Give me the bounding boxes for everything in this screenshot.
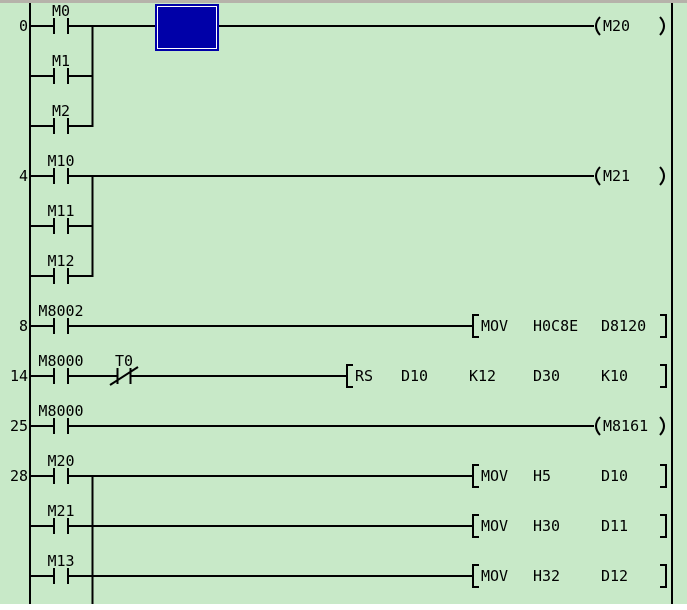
instruction-operand: D10 <box>601 467 628 485</box>
coil-close-paren <box>659 166 665 186</box>
coil-label: M21 <box>603 167 630 185</box>
step-number: 14 <box>10 367 28 385</box>
instruction-open-bracket <box>346 364 353 388</box>
instruction-close-bracket <box>660 314 667 338</box>
no-contact-m8000[interactable]: M8000 <box>38 352 84 384</box>
instruction-close-bracket <box>660 364 667 388</box>
instruction-mov-d8120[interactable]: MOV H0C8E D8120 <box>472 314 667 338</box>
step-number: 28 <box>10 467 28 485</box>
instruction-operand: H5 <box>533 467 551 485</box>
rung-4: 4 M10 M11 M12 M21 <box>19 152 665 284</box>
no-contact-m0[interactable]: M0 <box>52 2 70 34</box>
contact-label: M2 <box>52 102 70 120</box>
contact-label: M8000 <box>38 402 83 420</box>
contact-label: M12 <box>47 252 74 270</box>
instruction-open-bracket <box>472 464 479 488</box>
instruction-operand: H30 <box>533 517 560 535</box>
instruction-operand: D11 <box>601 517 628 535</box>
coil-m20[interactable]: M20 <box>595 16 665 36</box>
step-number: 0 <box>19 17 28 35</box>
instruction-operand: H32 <box>533 567 560 585</box>
no-contact-m21[interactable]: M21 <box>47 502 75 534</box>
no-contact-m2[interactable]: M2 <box>52 102 70 134</box>
no-contact-m8002[interactable]: M8002 <box>38 302 84 334</box>
contact-label: M1 <box>52 52 70 70</box>
rung-28: 28 M20 MOV H5 D10 M21 MOV H30 D11 <box>10 452 667 604</box>
instruction-close-bracket <box>660 464 667 488</box>
coil-close-paren <box>659 416 665 436</box>
instruction-operand: D12 <box>601 567 628 585</box>
coil-open-paren <box>595 166 601 186</box>
coil-m21[interactable]: M21 <box>595 166 665 186</box>
step-number: 8 <box>19 317 28 335</box>
instruction-op: MOV <box>481 317 508 335</box>
instruction-operand: D10 <box>401 367 428 385</box>
instruction-rs[interactable]: RS D10 K12 D30 K10 <box>346 364 667 388</box>
window-border-top <box>0 0 687 3</box>
instruction-operand: K12 <box>469 367 496 385</box>
contact-label: M8002 <box>38 302 83 320</box>
nc-contact-slash <box>109 366 139 386</box>
contact-label: M11 <box>47 202 74 220</box>
no-contact-m1[interactable]: M1 <box>52 52 70 84</box>
no-contact-m11[interactable]: M11 <box>47 202 75 234</box>
contact-label: T0 <box>115 352 133 370</box>
rung-25: 25 M8000 M8161 <box>10 402 665 436</box>
instruction-op: MOV <box>481 567 508 585</box>
coil-m8161[interactable]: M8161 <box>595 416 665 436</box>
step-number: 25 <box>10 417 28 435</box>
contact-label: M0 <box>52 2 70 20</box>
selection-cursor-inner-border <box>157 6 217 49</box>
contact-label: M8000 <box>38 352 83 370</box>
rung-14: 14 M8000 T0 RS D10 K12 D30 K10 <box>10 352 667 388</box>
rung-0: 0 M0 M1 M2 M20 <box>19 2 665 134</box>
instruction-operand: D8120 <box>601 317 646 335</box>
instruction-open-bracket <box>472 564 479 588</box>
instruction-close-bracket <box>660 514 667 538</box>
instruction-op: MOV <box>481 517 508 535</box>
nc-contact-t0[interactable]: T0 <box>109 352 139 386</box>
no-contact-m8000-2[interactable]: M8000 <box>38 402 84 434</box>
instruction-mov-d11[interactable]: MOV H30 D11 <box>472 514 667 538</box>
no-contact-m13[interactable]: M13 <box>47 552 75 584</box>
contact-label: M10 <box>47 152 74 170</box>
instruction-op: RS <box>355 367 373 385</box>
instruction-operand: K10 <box>601 367 628 385</box>
instruction-mov-d12[interactable]: MOV H32 D12 <box>472 564 667 588</box>
instruction-close-bracket <box>660 564 667 588</box>
instruction-operand: H0C8E <box>533 317 578 335</box>
contact-label: M21 <box>47 502 74 520</box>
coil-label: M20 <box>603 17 630 35</box>
coil-close-paren <box>659 16 665 36</box>
selection-cursor[interactable] <box>155 4 219 51</box>
instruction-mov-d10[interactable]: MOV H5 D10 <box>472 464 667 488</box>
coil-open-paren <box>595 16 601 36</box>
step-number: 4 <box>19 167 28 185</box>
coil-label: M8161 <box>603 417 648 435</box>
no-contact-m12[interactable]: M12 <box>47 252 75 284</box>
rung-8: 8 M8002 MOV H0C8E D8120 <box>19 302 667 338</box>
instruction-open-bracket <box>472 514 479 538</box>
coil-open-paren <box>595 416 601 436</box>
instruction-open-bracket <box>472 314 479 338</box>
contact-label: M13 <box>47 552 74 570</box>
contact-label: M20 <box>47 452 74 470</box>
no-contact-m20[interactable]: M20 <box>47 452 75 484</box>
editor-bottom-margin <box>0 604 687 610</box>
instruction-operand: D30 <box>533 367 560 385</box>
instruction-op: MOV <box>481 467 508 485</box>
no-contact-m10[interactable]: M10 <box>47 152 75 184</box>
selection-cursor-fill <box>155 4 219 51</box>
